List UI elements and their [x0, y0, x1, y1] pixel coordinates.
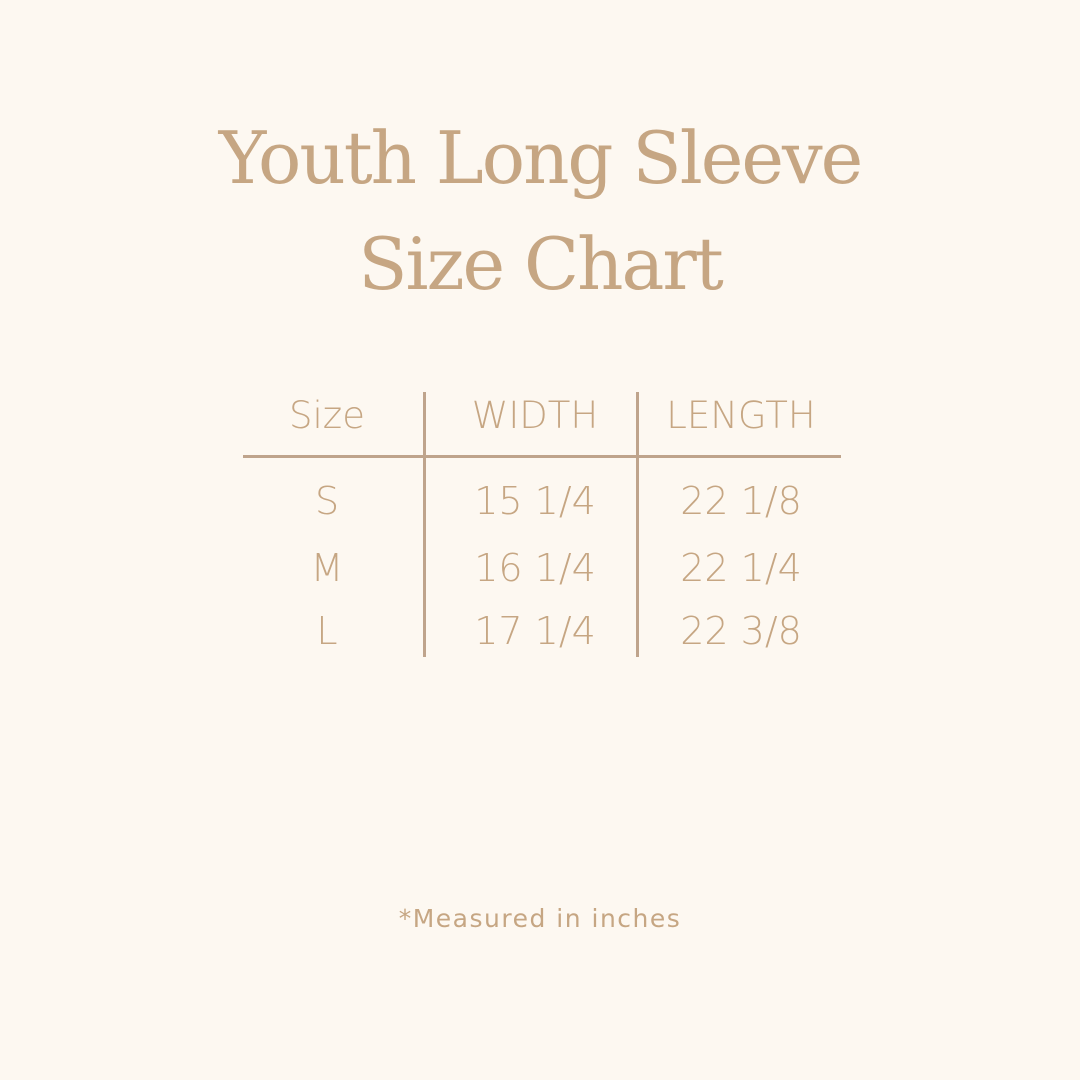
header-divider	[243, 455, 841, 458]
row-l-width: 17 1/4	[474, 609, 596, 653]
title-line-1: Youth Long Sleeve	[218, 116, 864, 200]
row-s-size: S	[314, 479, 340, 523]
row-m-width: 16 1/4	[474, 546, 596, 590]
row-s-length: 22 1/8	[680, 479, 802, 523]
column-divider	[636, 392, 639, 657]
header-width: WIDTH	[471, 394, 599, 437]
row-m-length: 22 1/4	[680, 546, 802, 590]
row-m-size: M	[310, 546, 344, 590]
header-length: LENGTH	[666, 394, 816, 437]
row-s-width: 15 1/4	[474, 479, 596, 523]
header-size: Size	[289, 394, 365, 437]
footnote: *Measured in inches	[398, 904, 682, 933]
title-line-2: Size Chart	[358, 222, 724, 306]
row-l-size: L	[316, 609, 338, 653]
column-divider	[423, 392, 426, 657]
row-l-length: 22 3/8	[680, 609, 802, 653]
